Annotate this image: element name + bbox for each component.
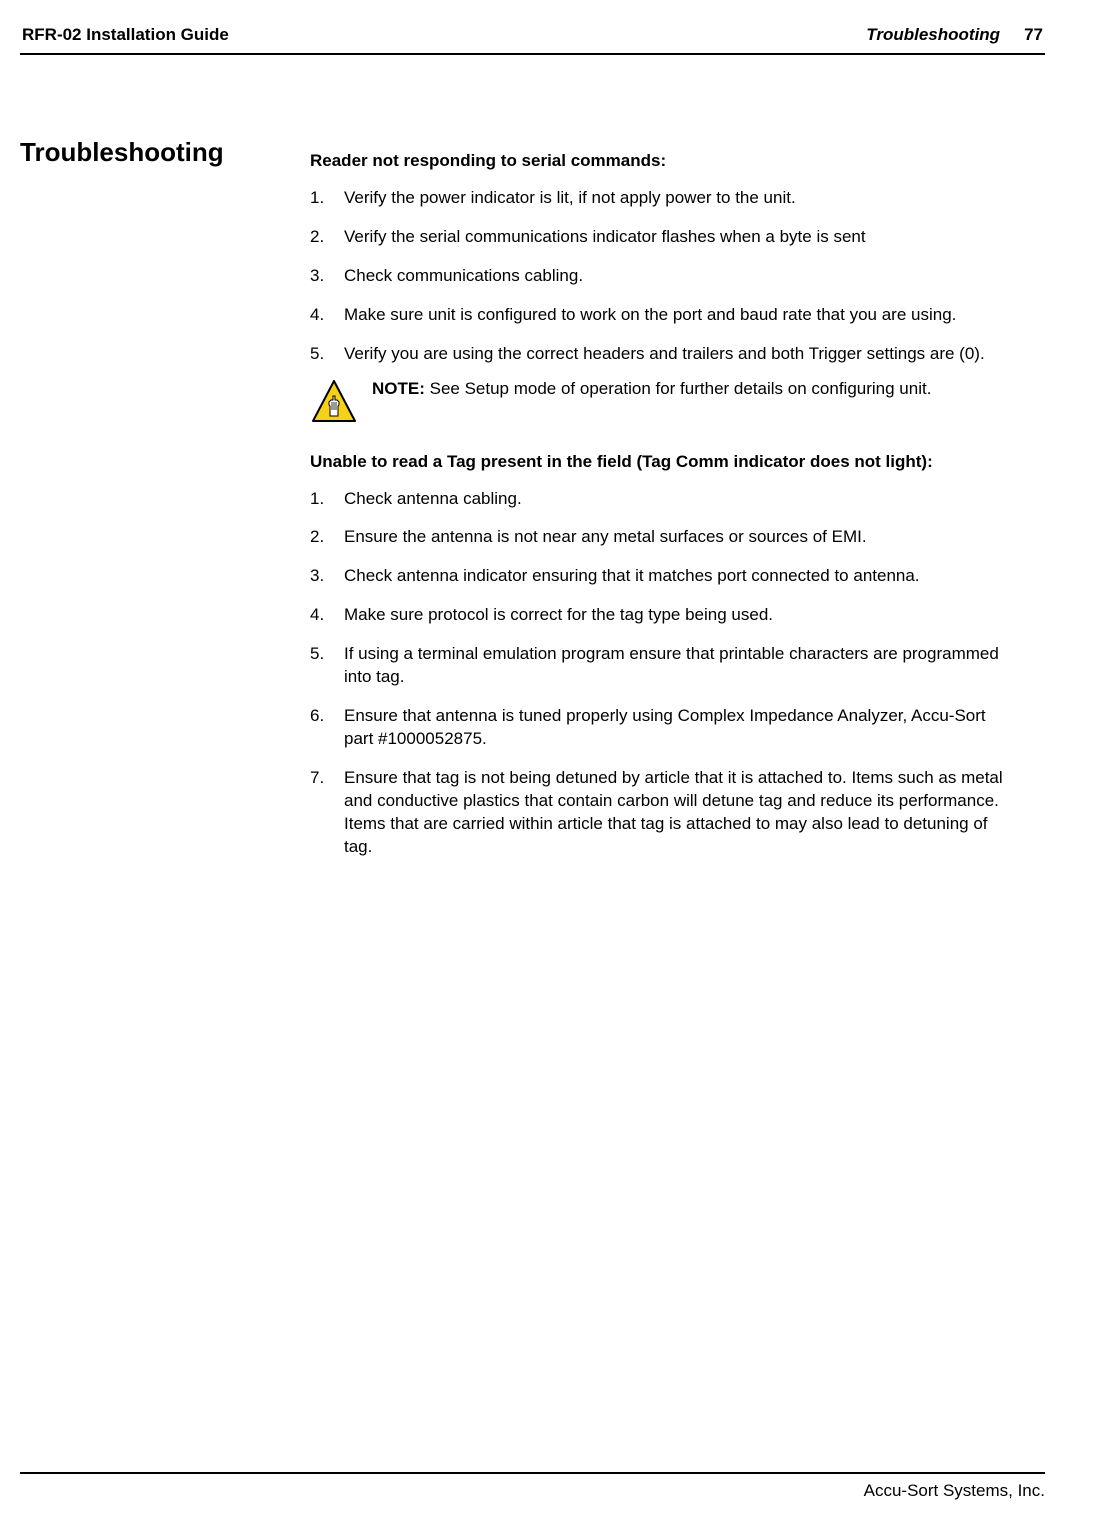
- list-item: If using a terminal emulation program en…: [310, 643, 1015, 689]
- list-item: Verify you are using the correct headers…: [310, 343, 1015, 366]
- page-footer: Accu-Sort Systems, Inc.: [20, 1472, 1045, 1503]
- list-item: Check antenna indicator ensuring that it…: [310, 565, 1015, 588]
- section1-list: Verify the power indicator is lit, if no…: [310, 187, 1015, 366]
- page: RFR-02 Installation Guide Troubleshootin…: [0, 0, 1115, 1533]
- note-text: NOTE: See Setup mode of operation for fu…: [372, 378, 1015, 401]
- content: Reader not responding to serial commands…: [310, 150, 1015, 859]
- header-section: Troubleshooting: [866, 25, 1000, 44]
- note-row: NOTE: See Setup mode of operation for fu…: [310, 378, 1015, 433]
- list-item: Check communications cabling.: [310, 265, 1015, 288]
- list-item: Verify the serial communications indicat…: [310, 226, 1015, 249]
- list-item: Ensure that antenna is tuned properly us…: [310, 705, 1015, 751]
- header-rule: [20, 53, 1045, 55]
- warning-icon: [310, 378, 358, 433]
- header-page-number: 77: [1024, 25, 1043, 44]
- list-item: Ensure that tag is not being detuned by …: [310, 767, 1015, 859]
- section1-heading: Reader not responding to serial commands…: [310, 150, 1015, 173]
- header-doc-title: RFR-02 Installation Guide: [22, 24, 229, 47]
- list-item: Ensure the antenna is not near any metal…: [310, 526, 1015, 549]
- section2-heading: Unable to read a Tag present in the fiel…: [310, 451, 1015, 474]
- list-item: Check antenna cabling.: [310, 488, 1015, 511]
- section2-list: Check antenna cabling. Ensure the antenn…: [310, 488, 1015, 859]
- list-item: Make sure protocol is correct for the ta…: [310, 604, 1015, 627]
- list-item: Make sure unit is configured to work on …: [310, 304, 1015, 327]
- page-header: RFR-02 Installation Guide Troubleshootin…: [20, 24, 1045, 47]
- note-body: See Setup mode of operation for further …: [425, 379, 932, 398]
- header-right: Troubleshooting 77: [866, 24, 1043, 47]
- footer-rule: [20, 1472, 1045, 1474]
- list-item: Verify the power indicator is lit, if no…: [310, 187, 1015, 210]
- footer-text: Accu-Sort Systems, Inc.: [20, 1480, 1045, 1503]
- note-label: NOTE:: [372, 379, 425, 398]
